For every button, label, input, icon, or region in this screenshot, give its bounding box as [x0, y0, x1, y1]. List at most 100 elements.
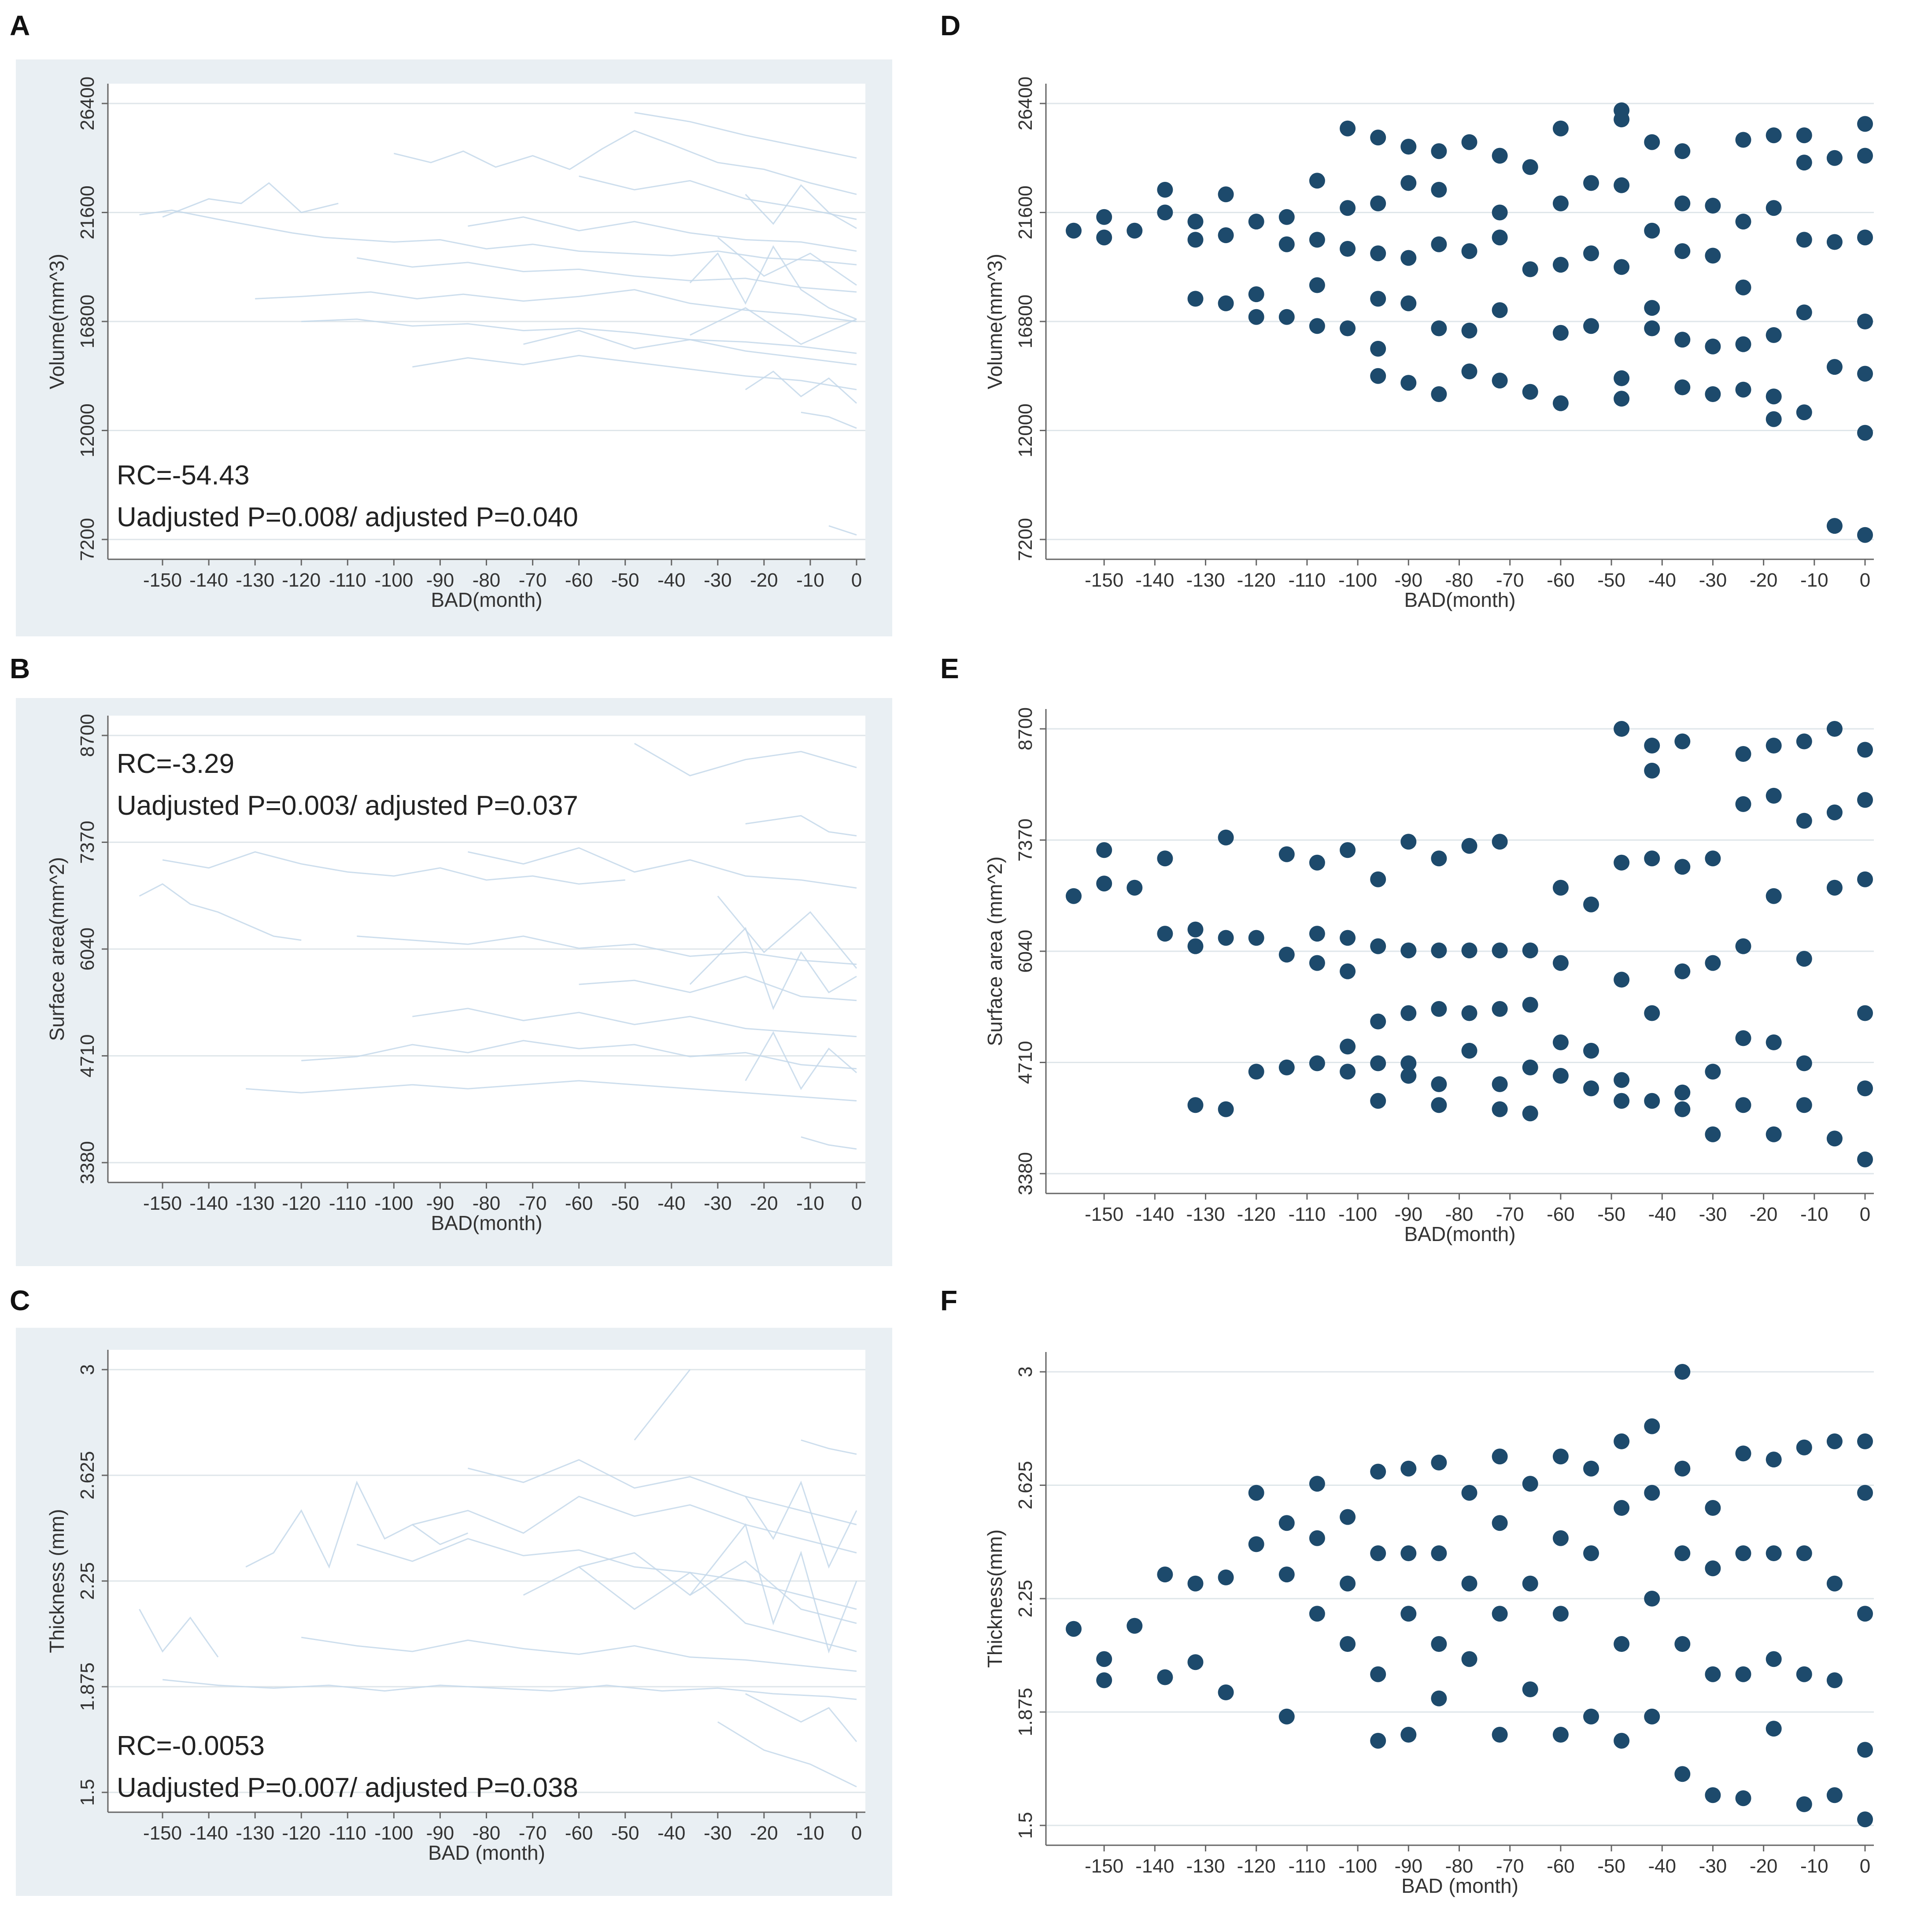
data-point: [1796, 813, 1812, 829]
data-point: [1309, 955, 1325, 971]
data-point: [1248, 930, 1264, 946]
data-point: [1400, 942, 1417, 959]
data-point: [1431, 1545, 1447, 1561]
data-point: [1370, 340, 1386, 357]
data-point: [1552, 195, 1569, 211]
data-point: [1492, 1101, 1508, 1117]
x-tick-label: -80: [1445, 1204, 1474, 1225]
x-tick-label: -10: [796, 1822, 824, 1844]
y-tick-label: 16800: [77, 295, 98, 348]
data-point: [1340, 1509, 1356, 1525]
data-point: [1674, 859, 1691, 875]
panel-letter: B: [10, 653, 30, 684]
series-line-trajectory-18: [717, 237, 857, 286]
data-point: [1431, 181, 1447, 198]
data-point: [1674, 1084, 1691, 1101]
data-point: [1340, 241, 1356, 257]
x-tick-label: -120: [1237, 1204, 1276, 1225]
y-tick-label: 2.25: [77, 1562, 98, 1600]
x-tick-label: -30: [704, 1822, 732, 1844]
data-point: [1187, 1097, 1204, 1113]
data-point: [1096, 229, 1112, 246]
data-point: [1461, 1651, 1478, 1667]
panel-letter: A: [10, 10, 30, 41]
data-point: [1583, 1080, 1599, 1097]
data-point: [1187, 1575, 1204, 1592]
series-line-trajectory-1: [139, 883, 302, 941]
data-point: [1735, 1545, 1751, 1561]
x-tick-label: -70: [519, 1822, 547, 1844]
panel-letter: C: [10, 1285, 30, 1316]
series-line-trajectory-6: [412, 1496, 857, 1554]
data-point: [1826, 234, 1843, 250]
data-point: [1157, 1566, 1173, 1583]
series-line-trajectory-12: [801, 1136, 857, 1150]
data-point: [1400, 1460, 1417, 1477]
x-tick-label: -130: [1186, 1855, 1225, 1877]
x-axis-label: BAD(month): [1404, 1223, 1515, 1245]
data-point: [1735, 1790, 1751, 1806]
data-point: [1522, 384, 1538, 400]
data-point: [1735, 938, 1751, 954]
data-point: [1552, 1530, 1569, 1546]
data-point: [1857, 527, 1873, 543]
data-point: [1644, 1708, 1660, 1725]
x-tick-label: -30: [704, 1193, 732, 1214]
data-point: [1674, 963, 1691, 979]
data-point: [1552, 1606, 1569, 1622]
data-point: [1857, 314, 1873, 329]
x-axis-label: BAD (month): [1401, 1874, 1518, 1897]
x-tick-label: -70: [519, 569, 547, 591]
data-point: [1796, 304, 1812, 321]
x-tick-label: -120: [282, 569, 321, 591]
data-point: [1705, 338, 1721, 355]
data-point: [1796, 1666, 1812, 1682]
series-line-trajectory-9: [356, 1538, 857, 1610]
series-line-trajectory-13: [579, 975, 857, 1001]
y-tick-label: 8700: [1015, 707, 1036, 750]
data-point: [1278, 1708, 1295, 1725]
data-point: [1705, 1787, 1721, 1803]
x-tick-label: -100: [1338, 1204, 1377, 1225]
data-point: [1674, 379, 1691, 395]
x-tick-label: -60: [565, 569, 593, 591]
data-point: [1614, 111, 1630, 128]
data-point: [1370, 938, 1386, 954]
data-point: [1583, 1042, 1599, 1059]
y-tick-label: 7370: [77, 821, 98, 864]
series-line-trajectory-7: [468, 1459, 857, 1526]
rc-annotation: RC=-3.29: [117, 749, 234, 779]
data-point: [1248, 1485, 1264, 1501]
data-point: [1370, 368, 1386, 384]
x-tick-label: -140: [1135, 1204, 1174, 1225]
data-point: [1766, 411, 1782, 427]
data-point: [1309, 1606, 1325, 1622]
x-tick-label: -130: [1186, 569, 1225, 591]
x-tick-label: 0: [1860, 1204, 1870, 1225]
y-tick-label: 3380: [77, 1141, 98, 1184]
x-tick-label: -20: [750, 569, 778, 591]
x-tick-label: -90: [1394, 569, 1422, 591]
x-tick-label: -120: [1237, 1855, 1276, 1877]
data-point: [1826, 518, 1843, 534]
data-point: [1127, 1618, 1143, 1634]
data-point: [1492, 1606, 1508, 1622]
x-tick-label: -20: [1750, 1204, 1778, 1225]
y-tick-label: 21600: [77, 185, 98, 239]
data-point: [1857, 148, 1873, 164]
x-tick-label: -140: [1135, 1855, 1174, 1877]
marks-group: [1066, 721, 1873, 1167]
data-point: [1705, 386, 1721, 402]
series-line-trajectory-8: [468, 847, 857, 889]
x-tick-label: -10: [796, 569, 824, 591]
data-point: [1766, 1545, 1782, 1561]
data-point: [1340, 120, 1356, 137]
data-point: [1735, 214, 1751, 230]
data-point: [1614, 1500, 1630, 1516]
x-tick-label: -80: [1445, 1855, 1474, 1877]
data-point: [1644, 300, 1660, 316]
series-line-trajectory-10: [523, 330, 857, 366]
x-tick-label: -140: [189, 1822, 228, 1844]
data-point: [1370, 129, 1386, 146]
